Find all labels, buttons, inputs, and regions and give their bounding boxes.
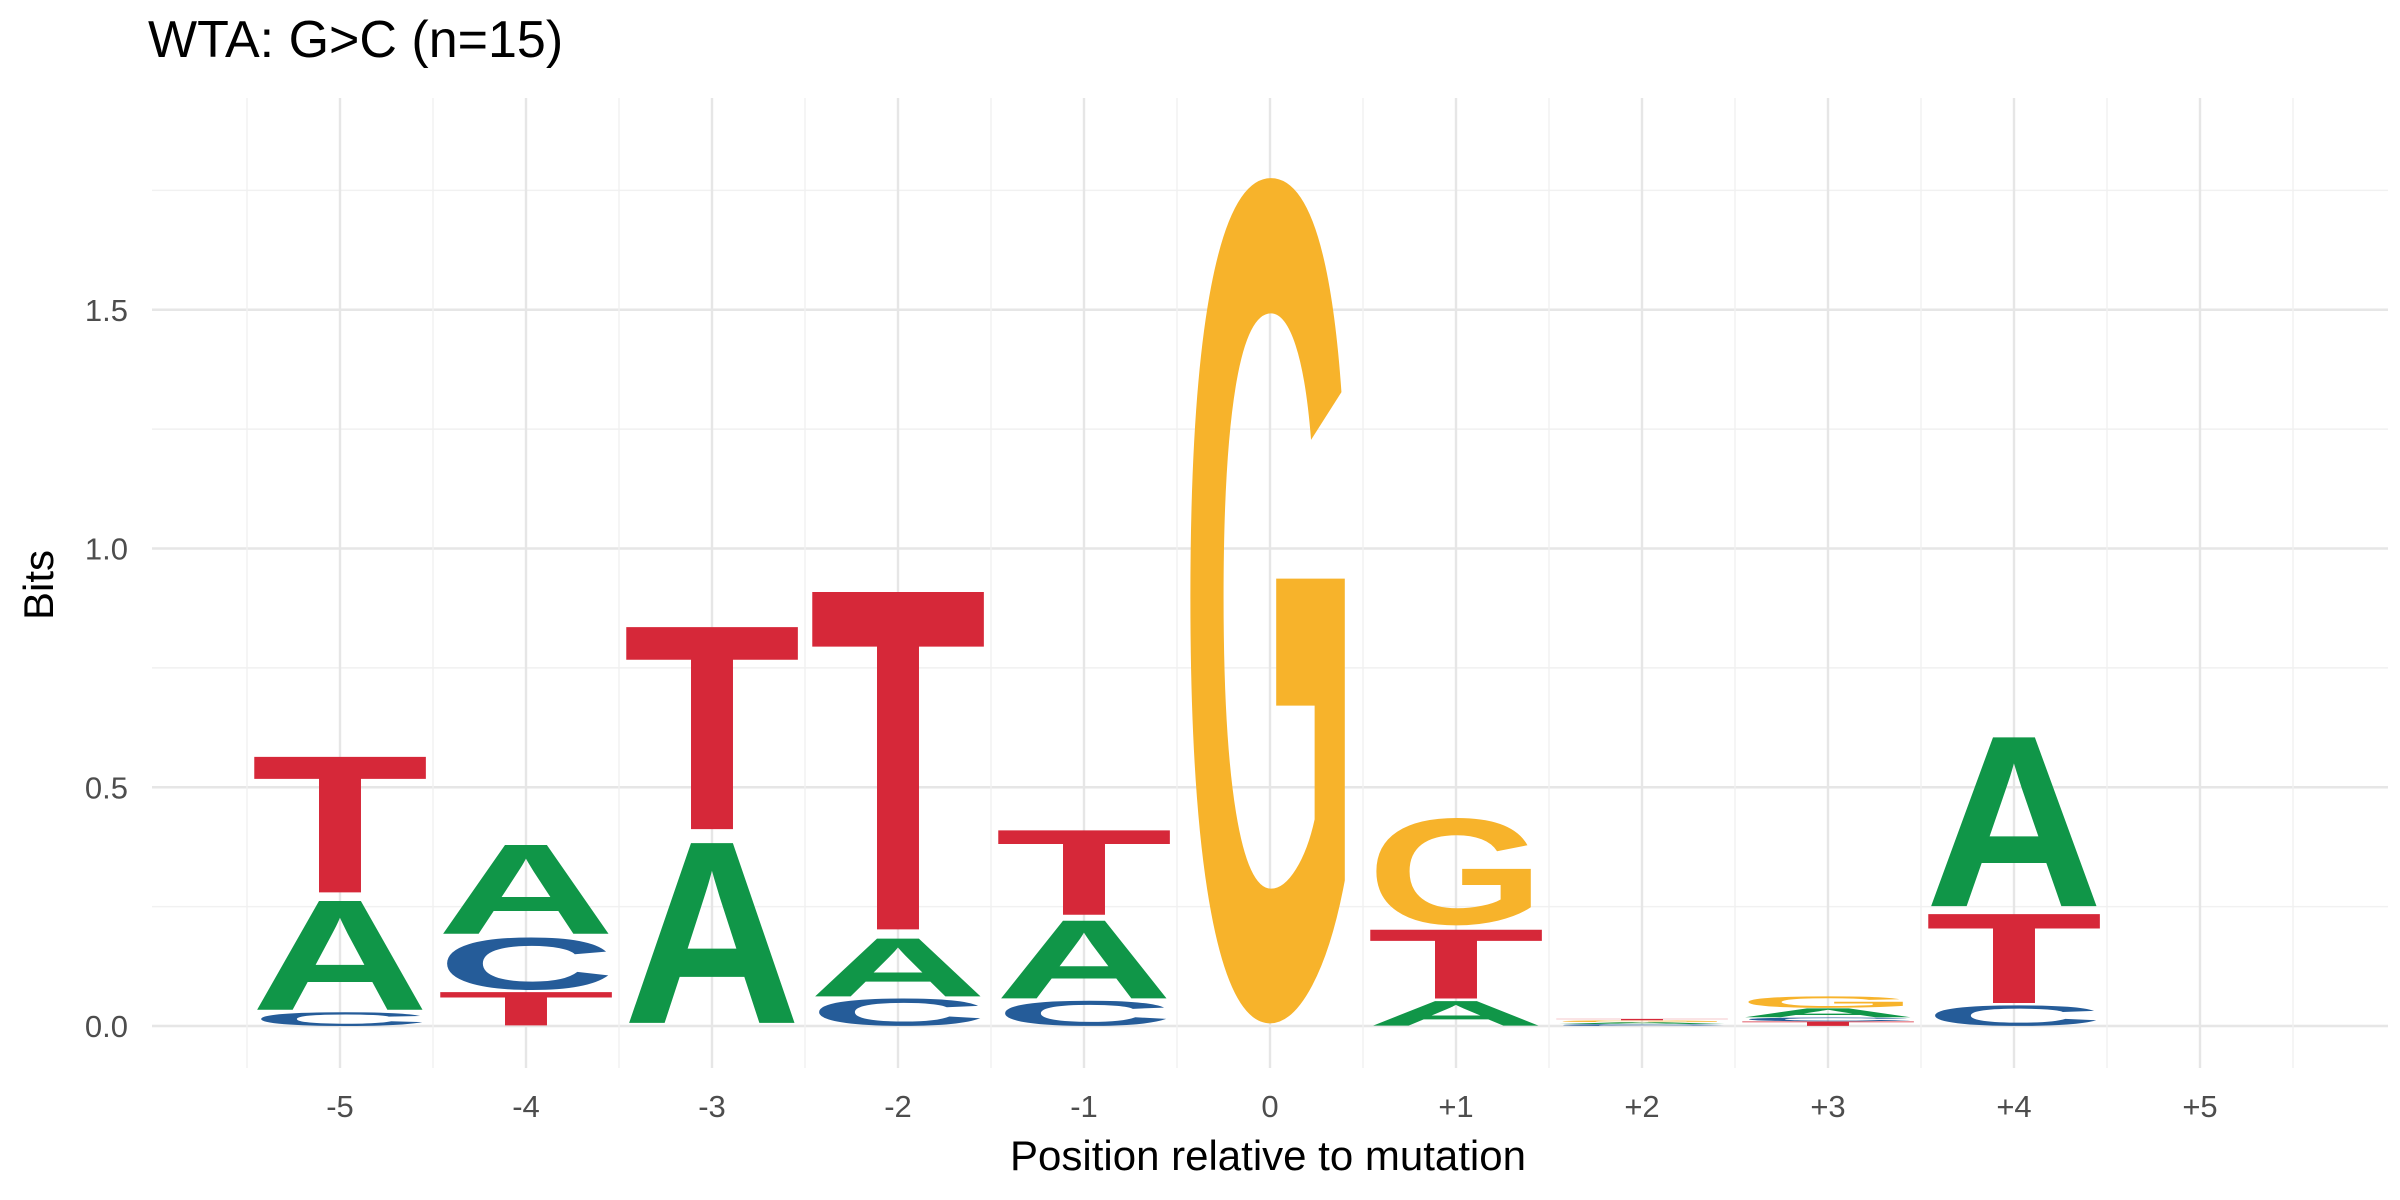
logo-letter-C: C: [437, 922, 615, 1005]
logo-letter-T: T: [1553, 1018, 1731, 1020]
logo-letter-G: G: [1181, 0, 1359, 1200]
y-tick-label: 0.0: [85, 1009, 128, 1044]
x-tick-label: +1: [1438, 1089, 1473, 1124]
y-tick-label: 1.0: [85, 532, 128, 567]
x-tick-label: 0: [1261, 1089, 1278, 1124]
logo-letter-A: A: [1925, 685, 2103, 959]
x-tick-label: -2: [884, 1089, 912, 1124]
x-tick-label: +2: [1624, 1089, 1659, 1124]
logo-letter-C: C: [1739, 1016, 1917, 1022]
grid-lines: [152, 98, 2388, 1068]
y-tick-label: 0.5: [85, 770, 128, 805]
logo-letter-G: G: [1553, 1020, 1731, 1023]
x-tick-label: -5: [326, 1089, 354, 1124]
logo-letter-T: T: [1739, 1020, 1917, 1027]
logo-letter-A: A: [1367, 994, 1545, 1034]
logo-letter-A: A: [437, 817, 615, 961]
logo-letter-G: G: [1367, 787, 1545, 957]
logo-letter-T: T: [1367, 909, 1545, 1021]
logo-letter-C: C: [809, 991, 987, 1034]
logo-letter-A: A: [623, 786, 801, 1078]
logo-letter-T: T: [251, 714, 429, 934]
chart-title: WTA: G>C (n=15): [148, 11, 564, 69]
logo-letter-T: T: [437, 982, 615, 1036]
logo-letter-C: C: [251, 1008, 429, 1030]
logo-letter-A: A: [1739, 1006, 1917, 1020]
y-axis-ticks: 0.0 0.5 1.0 1.5: [85, 293, 128, 1044]
x-tick-label: -3: [698, 1089, 726, 1124]
x-tick-label: +3: [1810, 1089, 1845, 1124]
x-axis-ticks: -5 -4 -3 -2 -1 0 +1 +2 +3 +4 +5: [326, 1089, 2217, 1124]
logo-letter-T: T: [809, 487, 987, 1034]
logo-letter-G: G: [1739, 993, 1917, 1011]
logo-letter-A: A: [251, 867, 429, 1043]
logo-letter-T: T: [623, 563, 801, 891]
logo-letter-A: A: [809, 921, 987, 1015]
y-tick-label: 1.5: [85, 293, 128, 328]
logo-letter-T: T: [995, 804, 1173, 941]
x-tick-label: -4: [512, 1089, 540, 1124]
x-tick-label: -1: [1070, 1089, 1098, 1124]
logo-letter-A: A: [995, 896, 1173, 1023]
y-axis-title: Bits: [15, 550, 62, 620]
x-tick-label: +4: [1996, 1089, 2031, 1124]
logo-letter-A: A: [1553, 1022, 1731, 1025]
x-axis-title: Position relative to mutation: [1010, 1132, 1526, 1179]
logo-letter-T: T: [1925, 886, 2103, 1030]
logo-letter-C: C: [1925, 1000, 2103, 1032]
logo-letter-C: C: [995, 994, 1173, 1034]
logo-letter-C: C: [1553, 1024, 1731, 1027]
x-tick-label: +5: [2182, 1089, 2217, 1124]
